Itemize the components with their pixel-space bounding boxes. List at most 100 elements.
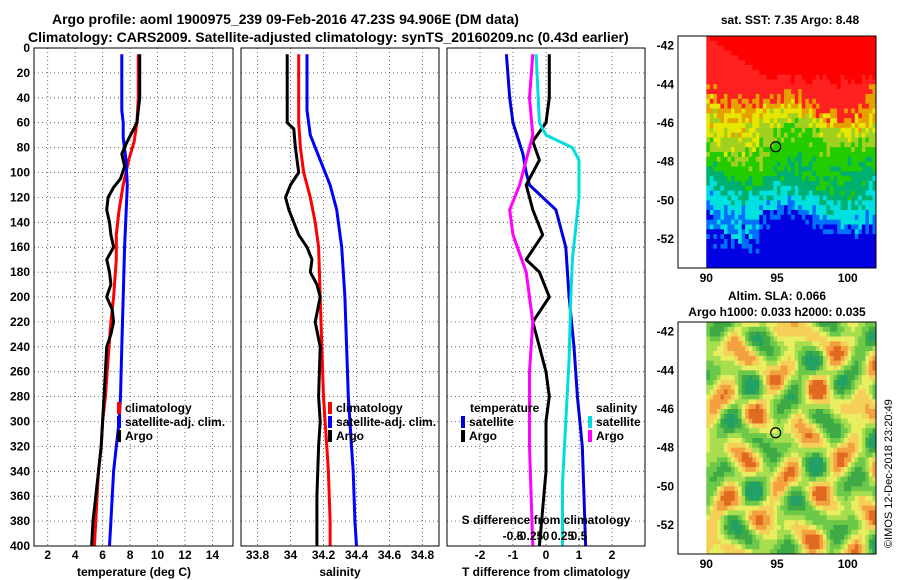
map-cell — [759, 156, 764, 163]
map-cell — [752, 243, 757, 250]
map-cell — [741, 476, 746, 482]
difference-series — [504, 54, 588, 547]
map-cell — [844, 404, 849, 410]
map-cell — [745, 476, 750, 482]
map-cell — [872, 156, 877, 163]
map-cell — [773, 442, 778, 449]
map-cell — [847, 181, 852, 187]
map-cell — [847, 161, 852, 167]
map-cell — [759, 529, 764, 536]
temperature-xlabel: temperature (deg C) — [77, 565, 191, 579]
map-cell — [784, 326, 789, 333]
map-cell — [713, 360, 718, 366]
map-cell — [713, 156, 718, 163]
map-cell — [723, 123, 728, 129]
map-cell — [741, 50, 746, 56]
map-cell — [851, 457, 856, 463]
map-cell — [720, 539, 725, 545]
map-cell — [847, 94, 852, 100]
map-cell — [833, 336, 838, 342]
map-cell — [865, 113, 870, 119]
map-cell — [868, 384, 873, 391]
map-cell — [808, 243, 813, 250]
map-cell — [745, 219, 750, 225]
map-cell — [716, 544, 721, 550]
map-cell — [716, 258, 721, 264]
map-cell — [723, 336, 728, 342]
map-cell — [868, 171, 873, 177]
map-cell — [713, 108, 718, 114]
map-cell — [766, 355, 771, 362]
map-cell — [815, 239, 820, 245]
map-cell — [720, 423, 725, 429]
map-cell — [787, 248, 792, 254]
map-cell — [868, 486, 873, 492]
map-cell — [716, 423, 721, 429]
map-cell — [734, 520, 739, 526]
map-cell — [766, 156, 771, 163]
map-cell — [808, 195, 813, 201]
map-cell — [723, 229, 728, 235]
map-cell — [847, 89, 852, 95]
sst-lat-tick-labels: -42-44-46-48-50-52 — [657, 39, 675, 246]
map-cell — [780, 123, 785, 129]
map-cell — [844, 84, 849, 90]
map-cell — [847, 152, 852, 158]
map-cell — [787, 190, 792, 196]
map-cell — [805, 539, 810, 545]
map-cell — [720, 234, 725, 240]
map-cell — [713, 50, 718, 56]
map-cell — [727, 142, 732, 148]
map-cell — [734, 549, 739, 555]
map-cell — [755, 394, 760, 400]
map-cell — [858, 171, 863, 177]
map-cell — [794, 161, 799, 167]
map-cell — [745, 50, 750, 56]
map-cell — [784, 520, 789, 526]
map-cell — [723, 539, 728, 545]
map-cell — [780, 423, 785, 429]
map-cell — [854, 462, 859, 468]
map-cell — [706, 89, 711, 95]
map-cell — [762, 462, 767, 468]
map-cell — [766, 205, 771, 211]
map-cell — [854, 384, 859, 391]
map-cell — [861, 185, 866, 192]
map-cell — [854, 365, 859, 371]
legend-argo: Argo — [125, 429, 153, 443]
map-cell — [734, 113, 739, 119]
map-cell — [865, 253, 870, 259]
map-cell — [706, 176, 711, 182]
map-cell — [759, 438, 764, 444]
map-cell — [819, 428, 824, 434]
map-cell — [741, 171, 746, 177]
map-cell — [791, 79, 796, 85]
map-cell — [777, 224, 781, 230]
map-cell — [777, 127, 781, 134]
map-cell — [769, 84, 774, 90]
map-cell — [791, 69, 796, 76]
map-cell — [805, 404, 810, 410]
map-cell — [759, 428, 764, 434]
map-cell — [773, 375, 778, 381]
map-cell — [844, 89, 849, 95]
map-cell — [833, 467, 838, 473]
map-cell — [861, 491, 866, 497]
map-cell — [865, 380, 870, 386]
map-cell — [759, 384, 764, 391]
map-cell — [840, 549, 845, 555]
map-cell — [780, 118, 785, 124]
map-cell — [858, 166, 863, 172]
map-cell — [773, 50, 778, 56]
map-cell — [755, 355, 760, 362]
map-cell — [723, 355, 728, 362]
map-cell — [780, 229, 785, 235]
map-cell — [830, 113, 834, 119]
map-cell — [748, 40, 753, 47]
map-cell — [815, 452, 820, 458]
map-cell — [716, 69, 721, 76]
map-cell — [851, 384, 856, 391]
map-cell — [738, 79, 743, 85]
map-cell — [844, 322, 849, 328]
map-cell — [787, 171, 792, 177]
